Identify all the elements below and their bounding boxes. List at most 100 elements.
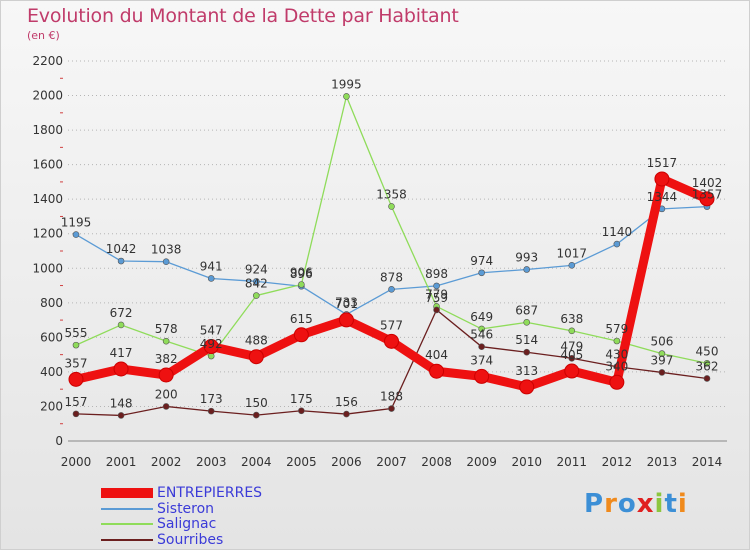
legend-label: Sourribes [157,531,224,548]
data-label: 547 [200,324,223,338]
x-tick-label: 2003 [196,455,227,469]
data-point [207,407,215,415]
data-label: 1517 [647,156,678,170]
logo-letter: o [617,489,637,519]
data-point [252,411,260,419]
data-label: 896 [290,267,313,281]
data-label: 577 [380,318,403,332]
logo-letter: P [584,489,605,519]
data-point [293,327,309,343]
y-tick-label: 1000 [32,261,63,275]
x-tick-label: 2012 [602,455,633,469]
data-point [68,371,84,387]
data-point [658,350,666,357]
data-point [343,410,350,418]
data-point [252,278,260,285]
data-label: 842 [245,277,268,291]
y-tick-label: 1800 [32,123,63,137]
y-tick-label: 0 [55,434,63,448]
data-label: 779 [425,287,448,301]
logo-letter: x [636,489,655,519]
x-tick-label: 2005 [286,455,317,469]
data-label: 555 [65,326,88,340]
data-label: 148 [110,396,133,410]
data-point [523,348,531,356]
logo-letter: i [677,489,688,519]
data-point [113,361,129,377]
data-label: 430 [605,348,628,362]
data-point [429,363,445,379]
data-point [388,405,395,412]
data-label: 404 [425,348,448,362]
legend-label: Sisteron [157,500,215,517]
data-point [433,282,440,290]
data-point [162,258,170,266]
logo-letter: t [664,489,678,519]
data-label: 417 [110,346,133,360]
data-label: 479 [560,339,583,353]
data-point [523,266,531,273]
x-tick-label: 2014 [692,455,723,469]
proxiti-logo: Proxiti [584,489,688,519]
y-tick-label: 600 [40,330,63,344]
chart-title: Evolution du Montant de la Dette par Hab… [27,5,459,27]
data-label: 701 [335,297,358,311]
data-label: 638 [560,312,583,326]
y-tick-label: 2000 [32,89,63,103]
series-layer [68,93,715,419]
data-label: 649 [470,310,493,324]
data-point [388,286,395,293]
data-label: 340 [605,359,628,373]
data-point [703,375,711,382]
data-label: 200 [155,387,178,401]
data-label: 506 [650,335,673,349]
x-tick-label: 2000 [61,455,92,469]
y-tick-label: 1400 [32,192,63,206]
data-label: 362 [696,359,719,373]
data-label: 313 [515,364,538,378]
data-point [613,240,621,248]
data-point [343,93,350,100]
data-point [568,354,576,362]
logo-letter: r [604,489,618,519]
data-label: 450 [696,344,719,358]
data-point [568,262,576,269]
legend-swatch [101,507,153,510]
data-point [117,257,125,265]
data-point [207,275,215,282]
data-label: 150 [245,396,268,410]
logo-letter: i [654,489,665,519]
data-label: 898 [425,267,448,281]
data-label: 1042 [106,242,137,256]
x-tick-label: 2013 [647,455,678,469]
data-point [564,363,580,379]
data-point [658,369,666,376]
x-tick-label: 2008 [421,455,452,469]
data-label: 397 [650,353,673,367]
legend-swatch [101,488,153,498]
data-label: 1402 [692,176,723,190]
data-point [699,191,715,207]
x-tick-label: 2010 [511,455,542,469]
y-tick-label: 1600 [32,158,63,172]
data-label: 878 [380,270,403,284]
data-point [252,292,260,299]
legend-label: ENTREPIERRES [157,485,263,501]
data-label: 733 [335,295,358,309]
data-label: 156 [335,395,358,409]
data-point [478,325,485,333]
data-point [523,319,531,326]
data-label: 173 [200,392,223,406]
data-point [613,337,621,345]
data-point [298,407,305,415]
data-label: 492 [200,337,223,351]
data-label: 175 [290,392,313,406]
y-tick-label: 400 [40,365,63,379]
legend-item-entrepierres: ENTREPIERRES [101,485,262,501]
data-label: 1344 [647,190,678,204]
data-point [474,368,490,384]
data-point [117,412,125,419]
data-label: 579 [605,322,628,336]
data-label: 488 [245,334,268,348]
